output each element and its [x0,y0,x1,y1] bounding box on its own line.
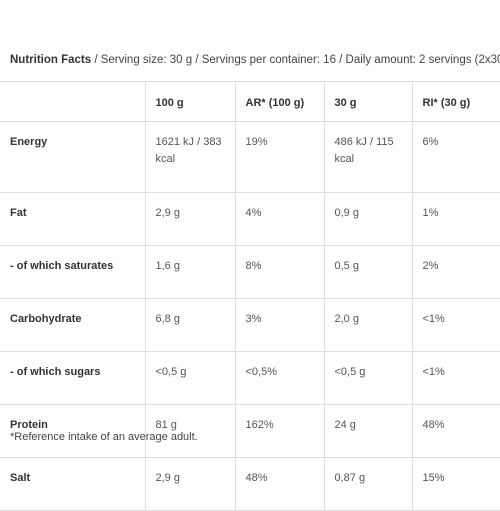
nutrition-title: Nutrition Facts [10,54,92,66]
value-ri-30g: 2% [411,245,500,299]
value-30g: 0,87 g [323,457,412,511]
value-100g: 1,6 g [144,245,235,299]
value-30g: 24 g [323,404,412,458]
value-ar-100g: 162% [234,404,324,458]
table-row: Salt 2,9 g 48% 0,87 g 15% [0,457,500,511]
table-row: Fat 2,9 g 4% 0,9 g 1% [0,192,500,246]
value-ri-30g: 6% [411,121,500,193]
value-30g: 0,9 g [323,192,412,246]
value-30g: 2,0 g [323,298,412,352]
table-row: - of which sugars <0,5 g <0,5% <0,5 g <1… [0,351,500,405]
value-30g: 0,5 g [323,245,412,299]
value-30g: <0,5 g [323,351,412,405]
value-100g: 6,8 g [144,298,235,352]
value-ri-30g: <1% [411,351,500,405]
nutrient-name: - of which saturates [0,245,145,299]
value-ri-30g: 15% [411,457,500,511]
value-ri-30g: <1% [411,298,500,352]
nutrient-name: Salt [0,457,145,511]
nutrition-caption: Nutrition Facts / Serving size: 30 g / S… [10,54,500,66]
value-100g: 1621 kJ / 383 kcal [144,121,235,193]
value-100g: 81 g [144,404,235,458]
value-ar-100g: 4% [234,192,324,246]
serving-details: / Serving size: 30 g / Servings per cont… [91,54,500,66]
value-ar-100g: <0,5% [234,351,324,405]
header-per-100g: 100 g [144,81,235,122]
nutrient-name: - of which sugars [0,351,145,405]
header-per-30g: 30 g [323,81,412,122]
nutrient-name: Energy [0,121,145,193]
value-100g: 2,9 g [144,192,235,246]
header-ri-30g: RI* (30 g) [411,81,500,122]
nutrition-table: 100 g AR* (100 g) 30 g RI* (30 g) Energy… [0,81,500,511]
value-ar-100g: 48% [234,457,324,511]
nutrient-name: Carbohydrate [0,298,145,352]
reference-footnote: *Reference intake of an average adult. [10,431,198,443]
table-row: - of which saturates 1,6 g 8% 0,5 g 2% [0,245,500,299]
value-ri-30g: 48% [411,404,500,458]
value-30g: 486 kJ / 115 kcal [323,121,412,193]
value-100g: 2,9 g [144,457,235,511]
value-ar-100g: 19% [234,121,324,193]
table-row: Carbohydrate 6,8 g 3% 2,0 g <1% [0,298,500,352]
header-ar-100g: AR* (100 g) [234,81,324,122]
value-ar-100g: 3% [234,298,324,352]
nutrient-name: Protein [0,404,145,458]
table-header-row: 100 g AR* (100 g) 30 g RI* (30 g) [0,81,500,122]
nutrient-name: Fat [0,192,145,246]
value-ri-30g: 1% [411,192,500,246]
header-nutrient [0,81,145,122]
value-100g: <0,5 g [144,351,235,405]
table-row: Energy 1621 kJ / 383 kcal 19% 486 kJ / 1… [0,121,500,193]
value-ar-100g: 8% [234,245,324,299]
